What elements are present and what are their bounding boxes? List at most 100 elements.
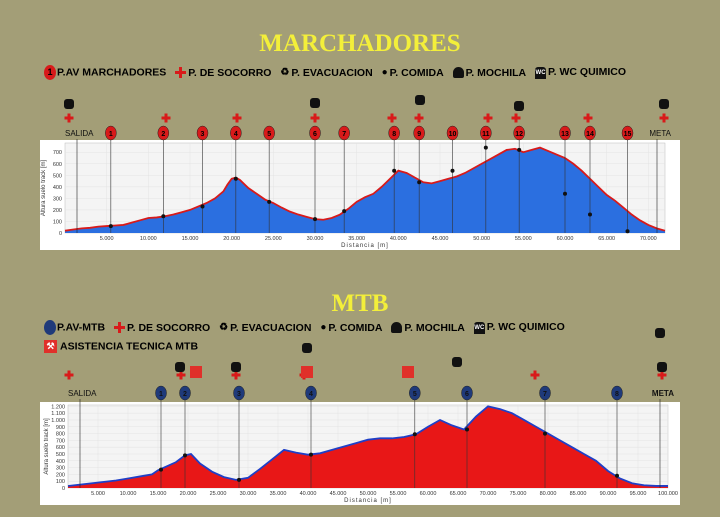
mtb-point-dot (615, 473, 619, 478)
marchadores-point-marker (621, 125, 634, 141)
legend-wc-mtb: WC P. WC QUIMICO (473, 321, 565, 334)
backpack-icon (655, 328, 665, 338)
mtb-point-label: 7 (543, 391, 547, 398)
mtb-y-tick-label: 500 (56, 452, 65, 458)
marchadores-y-tick-label: 0 (59, 231, 62, 237)
mtb-x-tick-label: 50.000 (360, 491, 377, 497)
mtb-x-tick-label: 25.000 (210, 491, 227, 497)
mtb-y-tick-label: 900 (56, 425, 65, 431)
mtb-x-tick-label: 15.000 (150, 491, 167, 497)
backpack-icon (659, 99, 669, 109)
mtb-point-label: 8 (615, 391, 619, 398)
marchadores-point-label: 10 (449, 131, 457, 138)
mtb-x-tick-label: 85.000 (570, 491, 587, 497)
marchadores-point-dot (342, 209, 347, 214)
mtb-chart: 01002003004005006007008009001.0001.1001.… (40, 385, 680, 505)
mtb-x-tick-label: 75.000 (510, 491, 527, 497)
marchadores-x-tick-label: 20.000 (223, 236, 240, 242)
wc-icon: WC (473, 321, 485, 334)
marchadores-point-marker (446, 125, 459, 141)
marchadores-legend: 1 P.AV MARCHADORES P. DE SOCORRO ♻ P. EVAC… (44, 65, 632, 80)
marchadores-point-dot (563, 191, 567, 196)
marchadores-point-marker (105, 125, 117, 141)
mtb-x-tick-label: 30.000 (240, 491, 257, 497)
legend-mochila-mtb: P. MOCHILA (391, 322, 465, 334)
first-aid-icon (64, 373, 74, 377)
marchadores-point-label: 7 (342, 131, 346, 138)
marchadores-point-label: 6 (313, 131, 317, 138)
cutlery-icon: ● (320, 322, 327, 334)
legend-comida-mtb: ● P. COMIDA (320, 321, 383, 334)
mtb-x-tick-label: 55.000 (390, 491, 407, 497)
legend-mochila: P. MOCHILA (452, 67, 526, 79)
marchadores-point-dot (417, 180, 422, 185)
backpack-icon (231, 362, 241, 372)
mtb-point-dot (309, 452, 313, 457)
mtb-x-tick-label: 100.000 (658, 491, 678, 497)
marchadores-point-dot (267, 199, 272, 204)
mtb-y-tick-label: 800 (56, 432, 65, 438)
mtb-point-marker (305, 385, 317, 401)
marchadores-point-marker (309, 125, 321, 141)
first-aid-icon (176, 373, 186, 377)
marchadores-point-marker (338, 125, 350, 141)
legend-socorro: P. DE SOCORRO (175, 67, 271, 79)
av-marker-icon: 1 (44, 65, 56, 80)
legend-socorro-mtb: P. DE SOCORRO (113, 322, 210, 334)
backpack-icon (302, 343, 312, 353)
mtb-x-tick-label: 65.000 (450, 491, 467, 497)
mtb-point-label: 5 (413, 391, 417, 398)
mtb-x-tick-label: 10.000 (120, 491, 137, 497)
first-aid-icon (511, 116, 521, 120)
marchadores-point-dot (233, 176, 238, 181)
mtb-y-tick-label: 100 (56, 479, 65, 485)
mtb-x-tick-label: 5.000 (91, 491, 105, 497)
marchadores-point-label: 8 (392, 131, 396, 138)
tools-icon (402, 366, 414, 378)
first-aid-icon (659, 116, 669, 120)
mtb-point-label: 3 (237, 391, 241, 398)
marchadores-point-marker (559, 125, 571, 141)
marchadores-x-tick-label: 15.000 (182, 236, 199, 242)
marchadores-x-tick-label: 25.000 (265, 236, 282, 242)
first-aid-icon (530, 373, 540, 377)
marchadores-point-label: 4 (234, 131, 238, 138)
mtb-point-label: 2 (183, 391, 187, 398)
marchadores-x-tick-label: 50.000 (473, 236, 490, 242)
marchadores-point-marker (263, 125, 275, 141)
marchadores-y-tick-label: 400 (53, 185, 62, 191)
first-aid-icon (175, 67, 187, 79)
marchadores-point-dot (588, 212, 592, 217)
marchadores-point-marker (196, 125, 209, 141)
backpack-icon (514, 101, 524, 111)
first-aid-icon (310, 116, 320, 120)
marchadores-point-dot (517, 147, 522, 152)
first-aid-icon (231, 373, 241, 377)
legend-evacuacion-mtb: ♻ P. EVACUACION (219, 321, 312, 334)
backpack-icon (452, 67, 464, 79)
mtb-x-tick-label: 20.000 (180, 491, 197, 497)
marchadores-y-tick-label: 300 (53, 196, 62, 202)
marchadores-point-marker (157, 125, 170, 141)
mtb-y-tick-label: 1.000 (51, 418, 65, 424)
mtb-y-axis-label: Altura suelo track [m] (44, 418, 50, 475)
marchadores-point-marker (584, 125, 596, 141)
marchadores-title: MARCHADORES (259, 30, 461, 57)
marchadores-point-label: 11 (482, 131, 490, 138)
marchadores-chart: 0 100 200 300 400 500 600 700 5.000 10.000 15.000 2… (40, 125, 680, 250)
marchadores-point-dot (313, 217, 317, 222)
mtb-y-tick-label: 1.100 (51, 411, 65, 417)
marchadores-elevation-area (65, 147, 665, 233)
mtb-y-tick-label: 1.200 (51, 404, 65, 410)
legend-asistencia: ⚒ ASISTENCIA TECNICA MTB (44, 340, 198, 353)
first-aid-icon (64, 116, 74, 120)
mtb-point-label: 1 (159, 391, 163, 398)
marchadores-point-dot (625, 229, 630, 234)
marchadores-x-axis-label: Distancia [m] (341, 243, 389, 249)
mtb-point-marker (409, 385, 421, 401)
mtb-y-tick-label: 600 (56, 445, 65, 451)
mtb-point-dot (465, 427, 469, 432)
mtb-point-marker (461, 385, 473, 401)
av-mtb-marker-icon (44, 320, 56, 335)
